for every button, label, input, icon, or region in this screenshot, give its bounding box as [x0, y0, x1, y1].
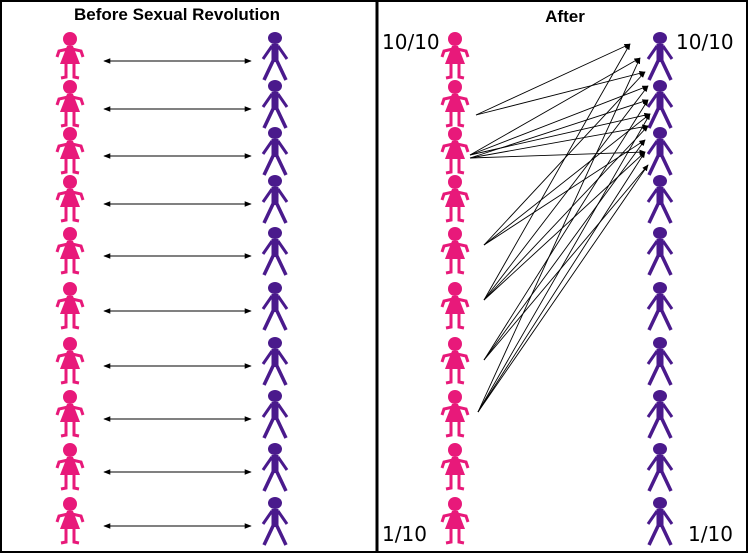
arrow — [483, 99, 649, 361]
man-figure — [261, 495, 289, 547]
arrow — [469, 124, 649, 159]
woman-figure — [440, 495, 470, 545]
man-figure — [646, 441, 674, 493]
arrow — [477, 151, 646, 413]
man-figure — [261, 225, 289, 277]
arrow — [483, 85, 649, 301]
woman-figure — [55, 280, 85, 330]
arrow — [483, 43, 631, 301]
female-top-label: 10/10 — [382, 30, 440, 54]
man-figure — [261, 388, 289, 440]
arrow — [477, 113, 651, 413]
right-title: After — [545, 7, 585, 26]
woman-figure — [440, 335, 470, 385]
arrow — [469, 85, 649, 156]
man-figure — [261, 78, 289, 130]
arrow — [475, 70, 646, 116]
woman-figure — [55, 173, 85, 223]
man-figure — [261, 125, 289, 177]
woman-figure — [55, 30, 85, 80]
man-figure — [646, 125, 674, 177]
man-figure — [646, 388, 674, 440]
man-figure — [646, 495, 674, 547]
female-bottom-label: 1/10 — [382, 522, 427, 546]
man-figure — [646, 30, 674, 82]
woman-figure — [55, 441, 85, 491]
arrow — [483, 164, 649, 361]
woman-figure — [440, 441, 470, 491]
man-figure — [261, 280, 289, 332]
arrow — [469, 57, 641, 156]
woman-figure — [55, 125, 85, 175]
man-figure — [261, 441, 289, 493]
man-figure — [261, 335, 289, 387]
arrow — [475, 43, 631, 116]
arrow — [483, 139, 646, 246]
man-figure — [646, 335, 674, 387]
arrow — [477, 57, 641, 413]
male-bottom-label: 1/10 — [688, 522, 733, 546]
arrows — [103, 43, 651, 529]
woman-figure — [440, 30, 470, 80]
arrow — [483, 125, 649, 301]
man-figure — [261, 173, 289, 225]
man-figure — [261, 30, 289, 82]
woman-figure — [440, 78, 470, 128]
man-figure — [646, 280, 674, 332]
left-title: Before Sexual Revolution — [74, 5, 280, 24]
woman-figure — [440, 280, 470, 330]
woman-figure — [55, 388, 85, 438]
woman-figure — [440, 173, 470, 223]
arrow — [483, 113, 651, 246]
arrow — [483, 139, 646, 361]
woman-figure — [440, 388, 470, 438]
woman-figure — [55, 335, 85, 385]
woman-figure — [440, 125, 470, 175]
man-figure — [646, 225, 674, 277]
woman-figure — [55, 495, 85, 545]
man-figure — [646, 173, 674, 225]
woman-figure — [55, 225, 85, 275]
arrow — [469, 149, 646, 159]
male-top-label: 10/10 — [676, 30, 734, 54]
man-figure — [646, 78, 674, 130]
woman-figure — [55, 78, 85, 128]
arrow — [469, 99, 649, 159]
arrow — [477, 164, 649, 413]
woman-figure — [440, 225, 470, 275]
